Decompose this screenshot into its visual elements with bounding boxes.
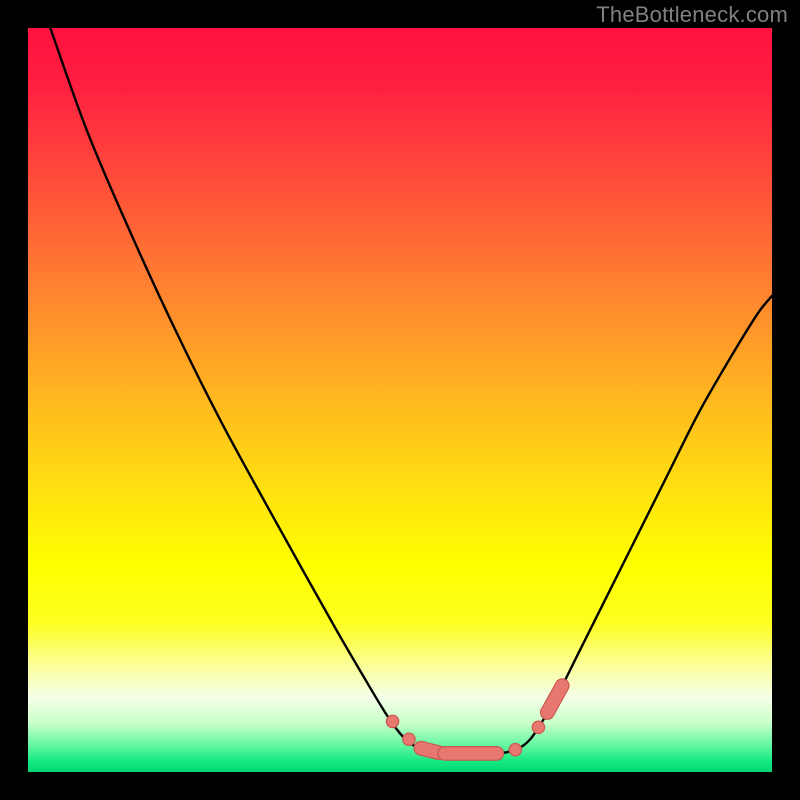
marker-dot [403, 733, 415, 745]
chart-svg [28, 28, 772, 772]
watermark-text: TheBottleneck.com [596, 2, 788, 28]
plot-area [28, 28, 772, 772]
marker-dot [532, 721, 544, 733]
marker-capsule [421, 748, 439, 752]
chart-background [28, 28, 772, 772]
marker-dot [509, 743, 521, 755]
marker-dot [386, 715, 398, 727]
stage: TheBottleneck.com [0, 0, 800, 800]
